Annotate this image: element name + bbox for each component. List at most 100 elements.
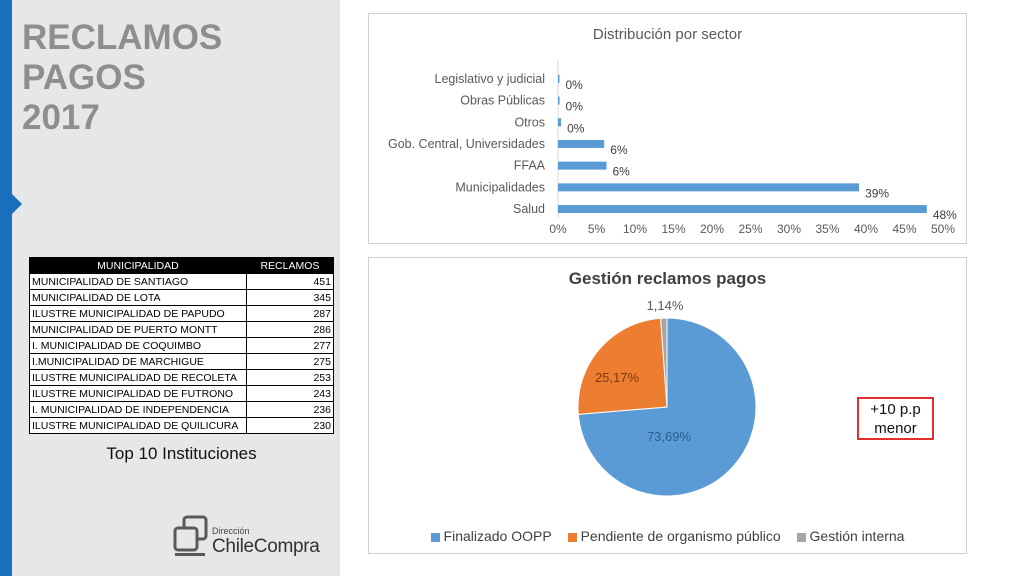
- table-cell-name: I.MUNICIPALIDAD DE MARCHIGUE: [29, 353, 247, 370]
- category-label: Municipalidades: [455, 180, 545, 194]
- data-label: 0%: [566, 78, 584, 92]
- legend-item: Pendiente de organismo público: [567, 528, 781, 544]
- table-row: I. MUNICIPALIDAD DE COQUIMBO 277: [29, 337, 335, 354]
- table-row: ILUSTRE MUNICIPALIDAD DE PAPUDO 287: [29, 305, 335, 322]
- logo-text-small: Dirección: [212, 526, 250, 536]
- table-cell-value: 345: [245, 289, 335, 306]
- top-institutions-table: MUNICIPALIDAD RECLAMOS MUNICIPALIDAD DE …: [29, 257, 335, 434]
- x-tick-label: 45%: [892, 222, 916, 236]
- x-tick-label: 0%: [549, 222, 567, 236]
- x-tick-label: 20%: [700, 222, 724, 236]
- bar: [558, 139, 605, 148]
- table-cell-value: 286: [245, 321, 335, 338]
- callout-line2: menor: [874, 420, 917, 437]
- x-tick-label: 35%: [815, 222, 839, 236]
- x-tick-label: 5%: [588, 222, 606, 236]
- category-label: FFAA: [514, 159, 546, 173]
- slide-title-line2: 2017: [22, 98, 100, 137]
- pie-slice: [577, 317, 668, 415]
- table-cell-name: I. MUNICIPALIDAD DE INDEPENDENCIA: [29, 401, 247, 418]
- x-tick-label: 30%: [777, 222, 801, 236]
- table-header-row: MUNICIPALIDAD RECLAMOS: [29, 257, 335, 274]
- table-cell-value: 230: [245, 417, 335, 434]
- table-row: ILUSTRE MUNICIPALIDAD DE FUTRONO 243: [29, 385, 335, 402]
- table-cell-name: MUNICIPALIDAD DE SANTIAGO: [29, 273, 247, 290]
- bar: [558, 118, 562, 127]
- x-tick-label: 40%: [854, 222, 878, 236]
- table-cell-name: MUNICIPALIDAD DE PUERTO MONTT: [29, 321, 247, 338]
- data-label: 39%: [865, 186, 889, 200]
- claims-management-chart: Gestión reclamos pagos 73,69% 25,17% 1,14%…: [368, 257, 967, 554]
- x-tick-label: 25%: [738, 222, 762, 236]
- bar-chart-title: Distribución por sector: [592, 26, 743, 43]
- table-cell-value: 451: [245, 273, 335, 290]
- legend-item: Finalizado OOPP: [430, 528, 552, 544]
- table-row: ILUSTRE MUNICIPALIDAD DE QUILICURA 230: [29, 417, 335, 434]
- category-label: Salud: [513, 202, 545, 216]
- bar: [558, 161, 607, 170]
- table-cell-value: 253: [245, 369, 335, 386]
- bar: [558, 74, 560, 83]
- sector-distribution-chart: Distribución por sector Legislativo y ju…: [368, 13, 967, 244]
- table-cell-value: 243: [245, 385, 335, 402]
- legend-swatch: [796, 532, 806, 542]
- category-label: Gob. Central, Universidades: [388, 137, 545, 151]
- table-cell-value: 236: [245, 401, 335, 418]
- table-row: MUNICIPALIDAD DE LOTA 345: [29, 289, 335, 306]
- callout-box: +10 p.p menor: [857, 397, 934, 440]
- x-tick-label: 50%: [931, 222, 955, 236]
- data-label: 0%: [567, 121, 585, 135]
- legend-swatch: [567, 532, 577, 542]
- table-cell-name: ILUSTRE MUNICIPALIDAD DE RECOLETA: [29, 369, 247, 386]
- category-label: Otros: [514, 115, 545, 129]
- pie-legend: Finalizado OOPP Pendiente de organismo p…: [369, 528, 966, 544]
- table-header-reclamos: RECLAMOS: [245, 257, 335, 274]
- table-cell-value: 277: [245, 337, 335, 354]
- table-row: I. MUNICIPALIDAD DE INDEPENDENCIA 236: [29, 401, 335, 418]
- bar: [558, 96, 560, 105]
- pie-data-label: 1,14%: [647, 298, 684, 313]
- table-row: ILUSTRE MUNICIPALIDAD DE RECOLETA 253: [29, 369, 335, 386]
- pie-chart-svg: 73,69% 25,17% 1,14%: [577, 298, 757, 497]
- slide-title-line1: RECLAMOS PAGOS: [22, 18, 223, 97]
- table-row: I.MUNICIPALIDAD DE MARCHIGUE 275: [29, 353, 335, 370]
- bar-chart-svg: Legislativo y judicial 0% Obras Públicas 0%…: [388, 60, 957, 236]
- x-tick-label: 10%: [623, 222, 647, 236]
- bar: [558, 183, 860, 192]
- data-label: 6%: [613, 165, 631, 179]
- table-row: MUNICIPALIDAD DE PUERTO MONTT 286: [29, 321, 335, 338]
- legend-item: Gestión interna: [796, 528, 905, 544]
- pie-chart-title: Gestión reclamos pagos: [568, 269, 767, 288]
- accent-bar: [0, 0, 12, 576]
- category-label: Legislativo y judicial: [435, 72, 545, 86]
- table-header-municipalidad: MUNICIPALIDAD: [29, 257, 247, 274]
- legend-label: Gestión interna: [809, 528, 905, 544]
- pie-data-label: 73,69%: [647, 429, 692, 444]
- table-cell-value: 275: [245, 353, 335, 370]
- table-caption: Top 10 Instituciones: [106, 444, 257, 463]
- table-cell-name: I. MUNICIPALIDAD DE COQUIMBO: [29, 337, 247, 354]
- data-label: 48%: [933, 208, 957, 222]
- bar: [558, 205, 927, 214]
- table-row: MUNICIPALIDAD DE SANTIAGO 451: [29, 273, 335, 290]
- legend-swatch: [430, 532, 440, 542]
- table-cell-value: 287: [245, 305, 335, 322]
- table-cell-name: ILUSTRE MUNICIPALIDAD DE PAPUDO: [29, 305, 247, 322]
- chilecompra-logo: Dirección ChileCompra: [170, 512, 320, 562]
- logo-mark-icon: [173, 515, 208, 556]
- x-tick-label: 15%: [661, 222, 685, 236]
- pie-data-label: 25,17%: [595, 370, 640, 385]
- category-label: Obras Públicas: [460, 94, 545, 108]
- pie-slice: [660, 317, 668, 408]
- table-cell-name: ILUSTRE MUNICIPALIDAD DE QUILICURA: [29, 417, 247, 434]
- legend-label: Finalizado OOPP: [443, 528, 552, 544]
- table-cell-name: MUNICIPALIDAD DE LOTA: [29, 289, 247, 306]
- callout-line1: +10 p.p: [870, 401, 921, 418]
- table-cell-name: ILUSTRE MUNICIPALIDAD DE FUTRONO: [29, 385, 247, 402]
- accent-arrow: [12, 194, 22, 214]
- data-label: 0%: [566, 100, 584, 114]
- data-label: 6%: [610, 143, 628, 157]
- logo-text-big: ChileCompra: [212, 536, 320, 557]
- slide-title: RECLAMOS PAGOS 2017: [22, 18, 342, 138]
- legend-label: Pendiente de organismo público: [580, 528, 781, 544]
